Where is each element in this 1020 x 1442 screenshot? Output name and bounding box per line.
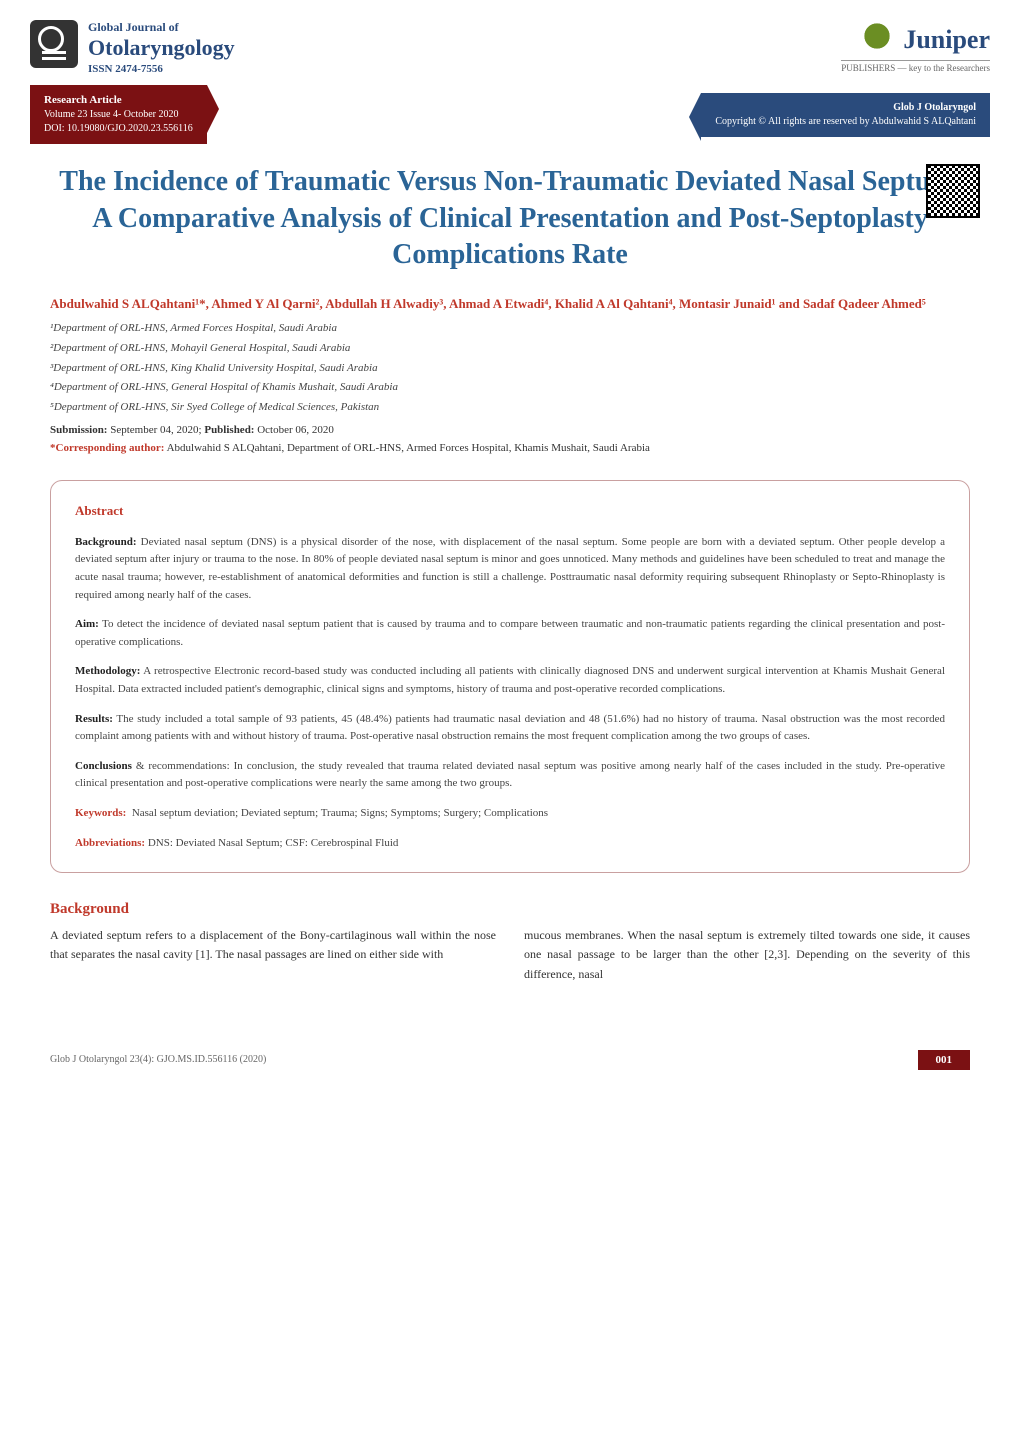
abstract-abbrev: Abbreviations: DNS: Deviated Nasal Septu…: [75, 835, 945, 853]
journal-label: Global Journal of: [88, 20, 235, 35]
publisher-tagline-text: key to the Researchers: [909, 63, 990, 73]
abstract-background: Background: Deviated nasal septum (DNS) …: [75, 534, 945, 604]
journal-info: Global Journal of Otolaryngology ISSN 24…: [88, 20, 235, 75]
abstract-results-text: The study included a total sample of 93 …: [75, 713, 945, 743]
ribbon-right: Glob J Otolaryngol Copyright © All right…: [701, 93, 990, 137]
abstract-conclusions: Conclusions & recommendations: In conclu…: [75, 758, 945, 793]
submission-date: September 04, 2020;: [110, 424, 201, 436]
authors: Abdulwahid S ALQahtani¹*, Ahmed Y Al Qar…: [0, 284, 1020, 320]
journal-block: Global Journal of Otolaryngology ISSN 24…: [30, 20, 235, 75]
article-type: Research Article: [44, 93, 193, 108]
abstract-background-label: Background:: [75, 536, 137, 548]
abstract-methodology-text: A retrospective Electronic record-based …: [75, 665, 945, 695]
keywords-label: Keywords:: [75, 807, 126, 819]
abstract-methodology: Methodology: A retrospective Electronic …: [75, 663, 945, 698]
affiliation-1: ¹Department of ORL-HNS, Armed Forces Hos…: [50, 319, 970, 339]
qr-code-icon: [926, 164, 980, 218]
publisher-logo: Juniper: [841, 20, 990, 60]
journal-name: Otolaryngology: [88, 35, 235, 61]
volume-info: Volume 23 Issue 4- October 2020: [44, 108, 193, 122]
title-block: The Incidence of Traumatic Versus Non-Tr…: [0, 144, 1020, 283]
affiliations: ¹Department of ORL-HNS, Armed Forces Hos…: [0, 319, 1020, 418]
footer-citation: Glob J Otolaryngol 23(4): GJO.MS.ID.5561…: [50, 1054, 266, 1065]
header-bar: Global Journal of Otolaryngology ISSN 24…: [0, 0, 1020, 85]
abstract-keywords: Keywords: Nasal septum deviation; Deviat…: [75, 805, 945, 823]
footer: Glob J Otolaryngol 23(4): GJO.MS.ID.5561…: [0, 1034, 1020, 1094]
abstract-conclusions-label: Conclusions: [75, 760, 132, 772]
abstract-results-label: Results:: [75, 713, 113, 725]
journal-short: Glob J Otolaryngol: [715, 101, 976, 115]
publisher-sublabel: PUBLISHERS: [841, 63, 895, 73]
published-label: Published:: [204, 424, 254, 436]
keywords-text: Nasal septum deviation; Deviated septum;…: [132, 807, 548, 819]
published-date: October 06, 2020: [257, 424, 334, 436]
abbrev-label: Abbreviations:: [75, 837, 145, 849]
publisher-tree-icon: [857, 20, 897, 60]
abstract-conclusions-text: & recommendations: In conclusion, the st…: [75, 760, 945, 790]
abstract-heading: Abstract: [75, 501, 945, 522]
corresponding-text: Abdulwahid S ALQahtani, Department of OR…: [167, 442, 650, 454]
publisher-name: Juniper: [903, 25, 990, 54]
copyright: Copyright © All rights are reserved by A…: [715, 115, 976, 129]
abstract-aim: Aim: To detect the incidence of deviated…: [75, 616, 945, 651]
abstract-box: Abstract Background: Deviated nasal sept…: [50, 480, 970, 873]
abstract-aim-text: To detect the incidence of deviated nasa…: [75, 618, 945, 648]
journal-issn: ISSN 2474-7556: [88, 63, 235, 75]
affiliation-2: ²Department of ORL-HNS, Mohayil General …: [50, 339, 970, 359]
ribbon: Research Article Volume 23 Issue 4- Octo…: [30, 85, 990, 144]
body-col-2: mucous membranes. When the nasal septum …: [524, 926, 970, 984]
body-col-1: A deviated septum refers to a displaceme…: [50, 926, 496, 984]
affiliation-3: ³Department of ORL-HNS, King Khalid Univ…: [50, 359, 970, 379]
ribbon-left: Research Article Volume 23 Issue 4- Octo…: [30, 85, 207, 144]
corresponding-author: *Corresponding author: Abdulwahid S ALQa…: [0, 438, 1020, 470]
page-number: 001: [918, 1050, 971, 1070]
affiliation-5: ⁵Department of ORL-HNS, Sir Syed College…: [50, 398, 970, 418]
body-columns: A deviated septum refers to a displaceme…: [0, 926, 1020, 1004]
abstract-aim-label: Aim:: [75, 618, 99, 630]
submission-label: Submission:: [50, 424, 107, 436]
submission-dates: Submission: September 04, 2020; Publishe…: [0, 418, 1020, 438]
corresponding-label: *Corresponding author:: [50, 442, 164, 454]
abstract-methodology-label: Methodology:: [75, 665, 140, 677]
abstract-results: Results: The study included a total samp…: [75, 711, 945, 746]
abbrev-text: DNS: Deviated Nasal Septum; CSF: Cerebro…: [148, 837, 399, 849]
publisher-block: Juniper PUBLISHERS — key to the Research…: [841, 20, 990, 73]
affiliation-4: ⁴Department of ORL-HNS, General Hospital…: [50, 378, 970, 398]
doi: DOI: 10.19080/GJO.2020.23.556116: [44, 122, 193, 136]
article-title: The Incidence of Traumatic Versus Non-Tr…: [50, 164, 970, 273]
journal-logo-icon: [30, 20, 78, 68]
background-heading: Background: [0, 883, 1020, 926]
publisher-tagline: PUBLISHERS — key to the Researchers: [841, 60, 990, 73]
abstract-background-text: Deviated nasal septum (DNS) is a physica…: [75, 536, 945, 601]
